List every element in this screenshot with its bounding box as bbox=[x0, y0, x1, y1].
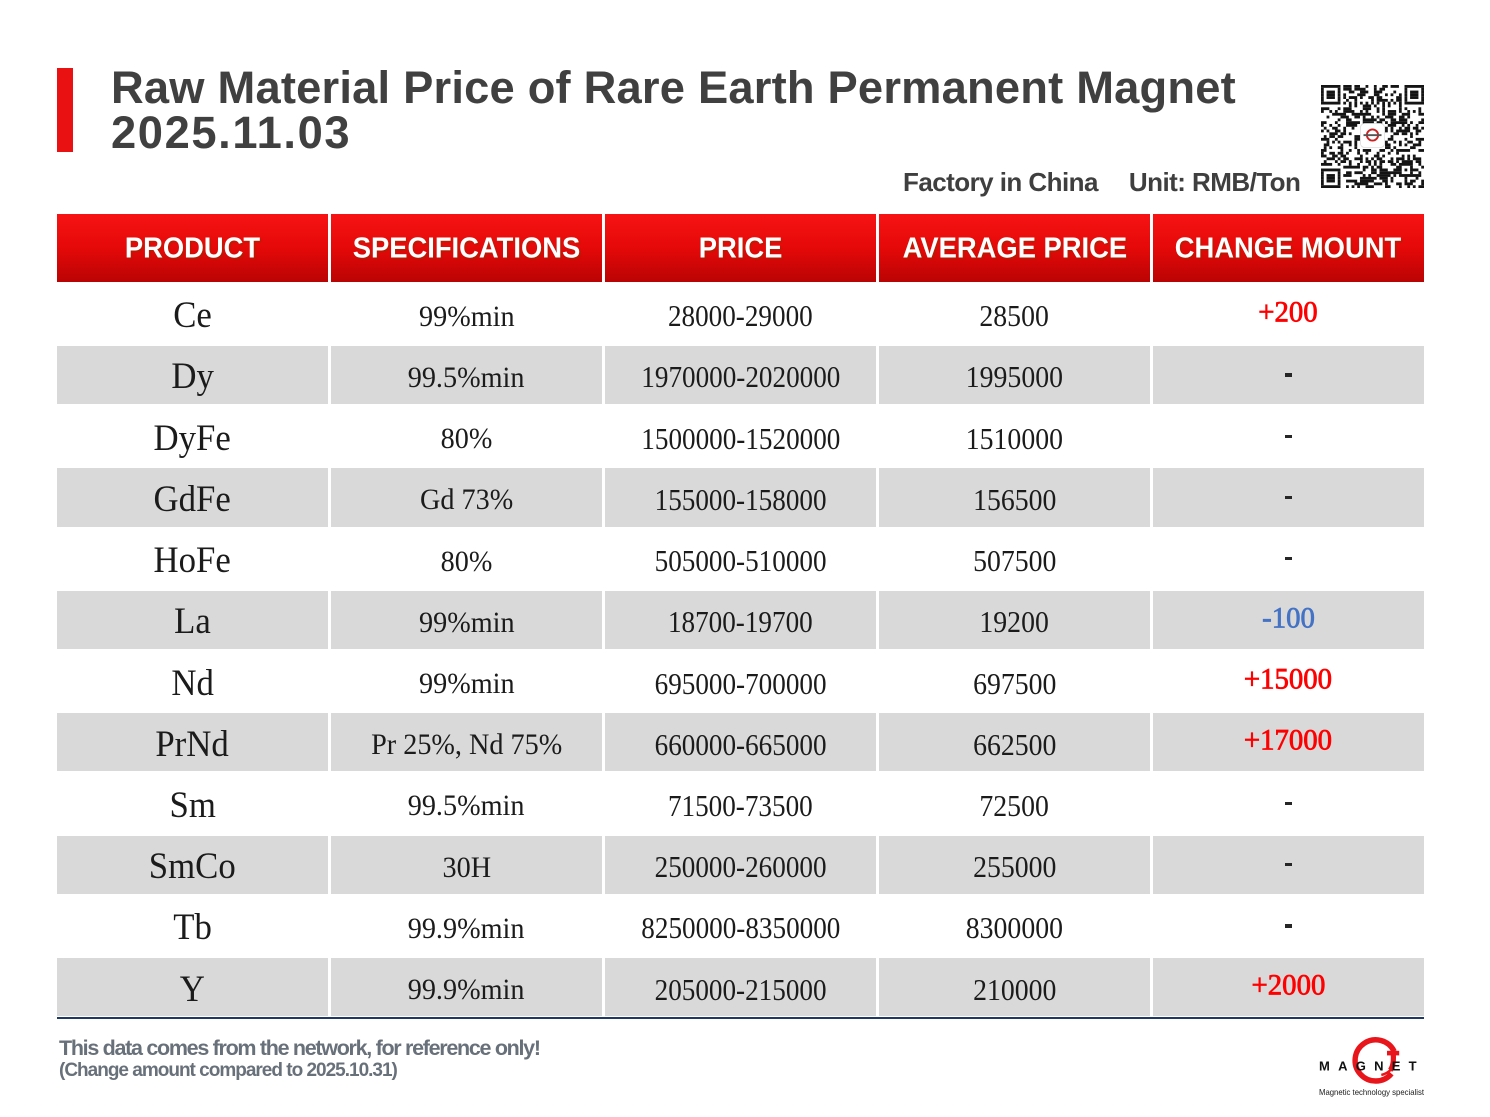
svg-text:MAGNET: MAGNET bbox=[1319, 1059, 1425, 1074]
svg-text:Magnetic technology specialist: Magnetic technology specialist bbox=[1319, 1088, 1425, 1097]
